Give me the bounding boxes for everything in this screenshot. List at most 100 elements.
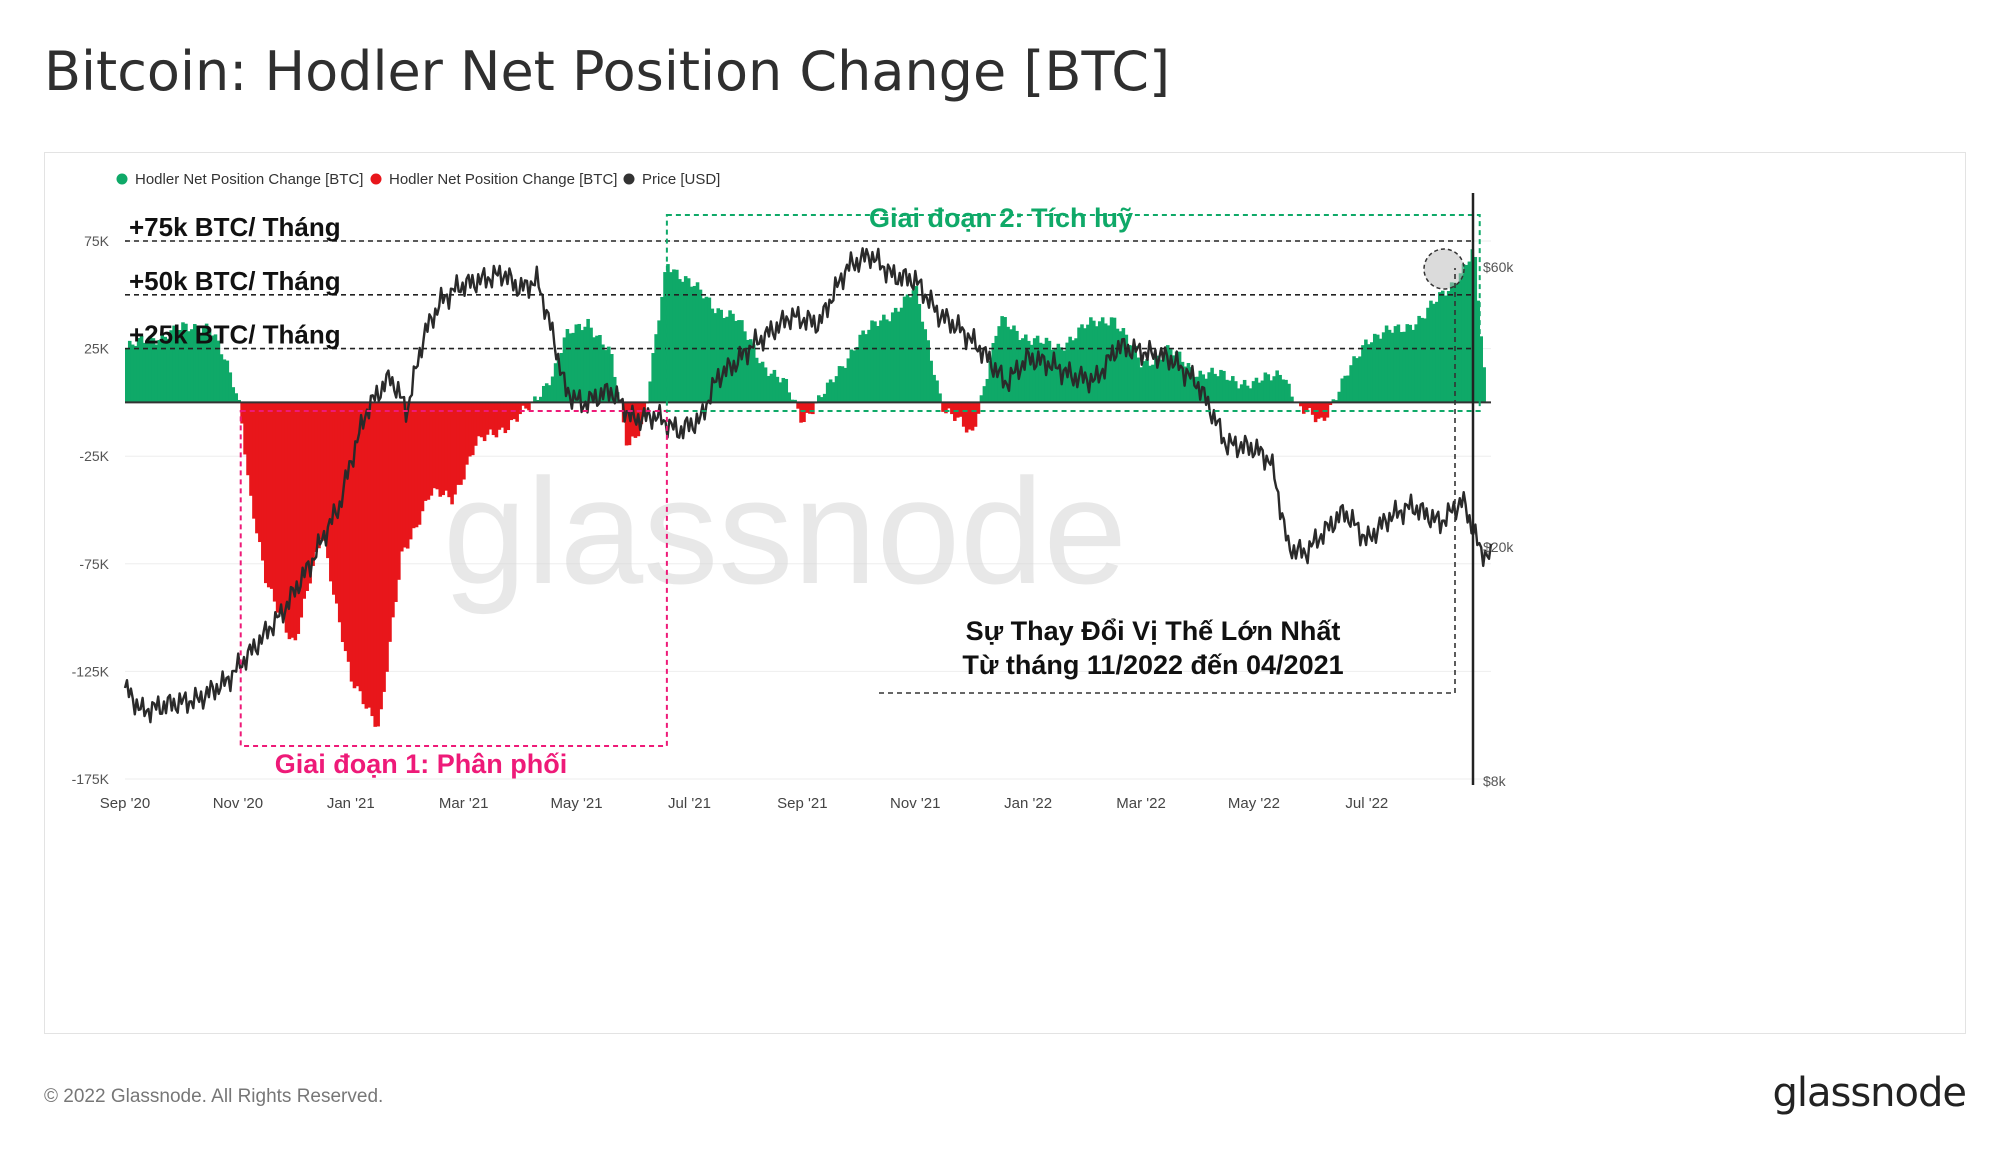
bar	[905, 294, 910, 403]
bar	[1233, 381, 1238, 403]
bar	[305, 402, 309, 591]
bar	[1378, 338, 1383, 403]
bar	[326, 402, 330, 559]
bar	[503, 402, 508, 434]
bar	[982, 386, 987, 403]
y-right-tick-label: $20k	[1483, 539, 1514, 555]
legend-net-position-green[interactable]: Hodler Net Position Change [BTC]	[135, 171, 363, 188]
bar	[1384, 325, 1389, 403]
bar	[1328, 402, 1333, 406]
bar	[184, 323, 188, 403]
bar	[882, 314, 886, 403]
bar	[314, 402, 318, 553]
bar	[1435, 301, 1439, 403]
bar	[855, 346, 860, 403]
bar	[1325, 402, 1330, 418]
bar	[317, 402, 321, 549]
bar	[521, 402, 525, 406]
bar	[817, 395, 821, 403]
bar	[574, 324, 579, 403]
bar	[231, 387, 236, 403]
bar	[1219, 369, 1223, 403]
bar	[663, 272, 667, 403]
y-right-tick-label: $60k	[1483, 259, 1514, 275]
bar	[1251, 381, 1256, 403]
chart-svg: Hodler Net Position Change [BTC] Hodler …	[72, 171, 1515, 812]
bar	[790, 399, 794, 403]
bar	[255, 402, 259, 534]
bar	[908, 297, 913, 403]
bar	[550, 376, 555, 403]
bar	[944, 402, 948, 414]
net-position-bars	[125, 249, 1486, 727]
bar	[1452, 282, 1457, 403]
price-line	[123, 247, 1493, 724]
x-tick-label: Mar '21	[439, 795, 489, 812]
legend-net-position-red[interactable]: Hodler Net Position Change [BTC]	[389, 171, 617, 188]
bar	[332, 402, 336, 595]
bar	[1050, 349, 1055, 403]
reference-line-label: +50k BTC/ Tháng	[129, 266, 341, 296]
bar	[1372, 333, 1377, 403]
bar	[787, 392, 791, 403]
bar	[556, 358, 561, 403]
bar	[1417, 315, 1421, 403]
bar	[595, 335, 599, 403]
bar	[379, 402, 383, 710]
bar	[246, 402, 250, 476]
bar	[1228, 380, 1232, 403]
largest-change-bracket	[879, 268, 1456, 694]
bar	[1352, 356, 1356, 403]
bar	[899, 307, 904, 403]
bar	[1310, 402, 1315, 415]
bar	[320, 402, 324, 540]
bar	[885, 319, 889, 403]
bar	[482, 402, 487, 442]
bar	[284, 402, 289, 633]
bar	[1189, 367, 1194, 403]
x-tick-label: May '22	[1228, 795, 1280, 812]
bar	[355, 402, 360, 687]
bar	[1154, 356, 1158, 403]
bar	[243, 402, 247, 455]
bar	[1346, 375, 1350, 403]
bar	[985, 378, 990, 403]
bar	[1139, 367, 1143, 403]
bar	[1062, 350, 1067, 403]
bar	[1133, 345, 1137, 403]
bar	[710, 308, 715, 403]
bar	[580, 330, 584, 403]
largest-change-line2: Từ tháng 11/2022 đến 04/2021	[962, 650, 1343, 680]
bar	[139, 335, 144, 403]
x-tick-label: Jan '22	[1004, 795, 1052, 812]
bar	[157, 340, 162, 403]
bar	[559, 353, 564, 403]
bar	[311, 402, 315, 566]
bar	[648, 381, 652, 403]
y-right-tick-label: $8k	[1483, 773, 1507, 789]
bar	[1257, 382, 1262, 403]
bar	[414, 402, 419, 528]
bar	[1130, 345, 1135, 403]
legend-price[interactable]: Price [USD]	[642, 171, 720, 188]
bar	[675, 269, 679, 403]
bar	[349, 402, 354, 682]
bar	[1455, 283, 1460, 403]
bar	[1375, 334, 1380, 403]
bar	[290, 402, 295, 638]
bar	[973, 402, 978, 427]
bar	[772, 369, 777, 403]
bar	[1213, 373, 1217, 403]
bar	[704, 296, 709, 403]
bar	[296, 402, 301, 634]
bar	[834, 376, 839, 403]
bar	[240, 402, 244, 424]
bar	[1370, 342, 1374, 403]
bar	[1245, 385, 1250, 403]
bar	[707, 297, 712, 403]
bar	[198, 334, 203, 403]
bar	[861, 330, 865, 403]
bar	[533, 396, 537, 403]
bar	[589, 327, 593, 403]
bar	[1100, 317, 1105, 403]
